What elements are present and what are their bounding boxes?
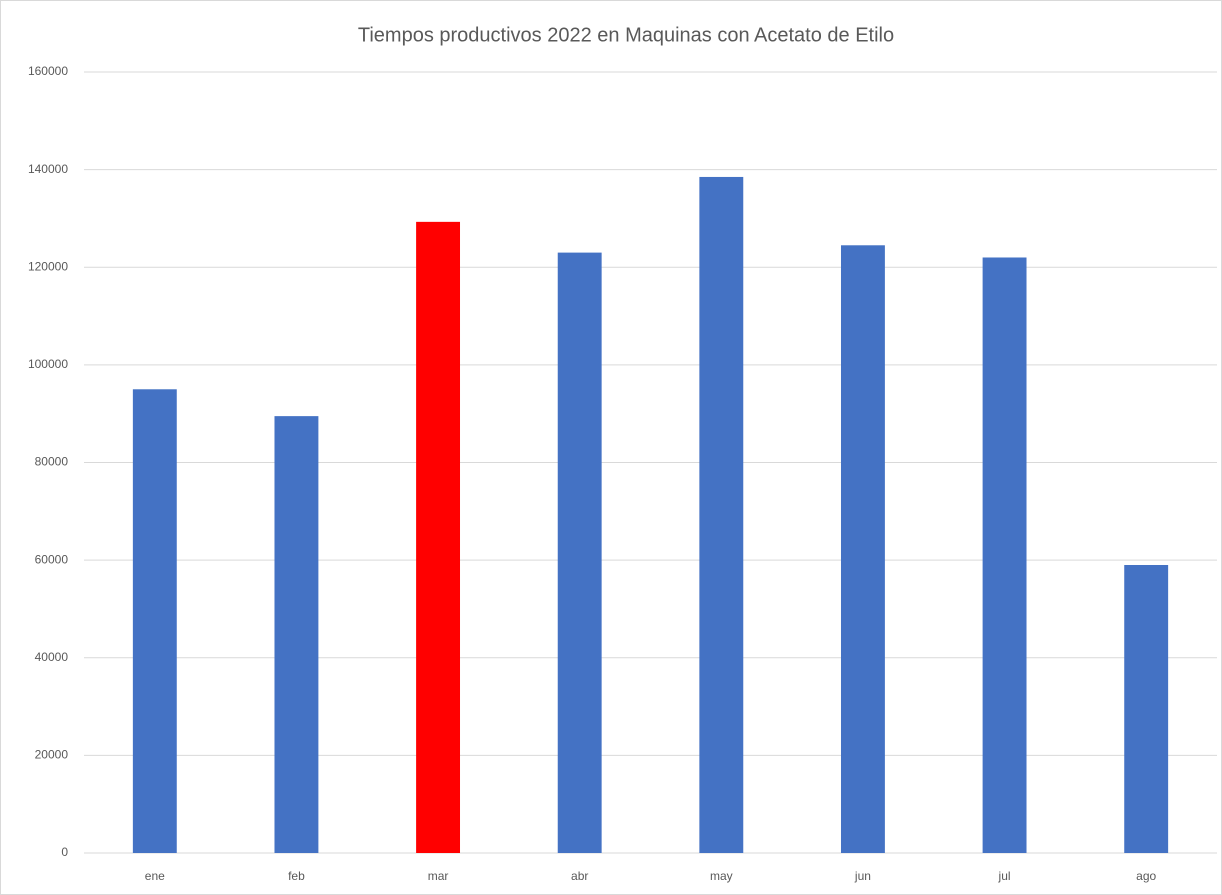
x-tick-label: abr: [571, 869, 588, 883]
x-tick-label: jun: [854, 869, 871, 883]
x-tick-label: may: [710, 869, 733, 883]
bar: [982, 257, 1027, 853]
y-tick-label: 120000: [28, 259, 68, 273]
chart-title: Tiempos productivos 2022 en Maquinas con…: [358, 24, 894, 46]
bar: [557, 252, 602, 853]
y-tick-label: 100000: [28, 357, 68, 371]
x-tick-label: feb: [288, 869, 305, 883]
y-tick-label: 80000: [35, 455, 69, 469]
y-tick-label: 60000: [35, 552, 69, 566]
bar: [840, 245, 885, 854]
bar: [699, 176, 744, 853]
x-tick-label: jul: [998, 869, 1011, 883]
y-tick-label: 40000: [35, 650, 69, 664]
bar: [416, 221, 461, 853]
y-tick-label: 0: [61, 845, 68, 859]
bar: [132, 389, 177, 853]
x-tick-label: ago: [1136, 869, 1156, 883]
y-tick-label: 140000: [28, 162, 68, 176]
x-tick-label: mar: [428, 869, 449, 883]
bar: [274, 416, 319, 853]
y-tick-label: 20000: [35, 748, 69, 762]
bar: [1124, 565, 1169, 853]
y-tick-label: 160000: [28, 64, 68, 78]
x-tick-label: ene: [145, 869, 165, 883]
